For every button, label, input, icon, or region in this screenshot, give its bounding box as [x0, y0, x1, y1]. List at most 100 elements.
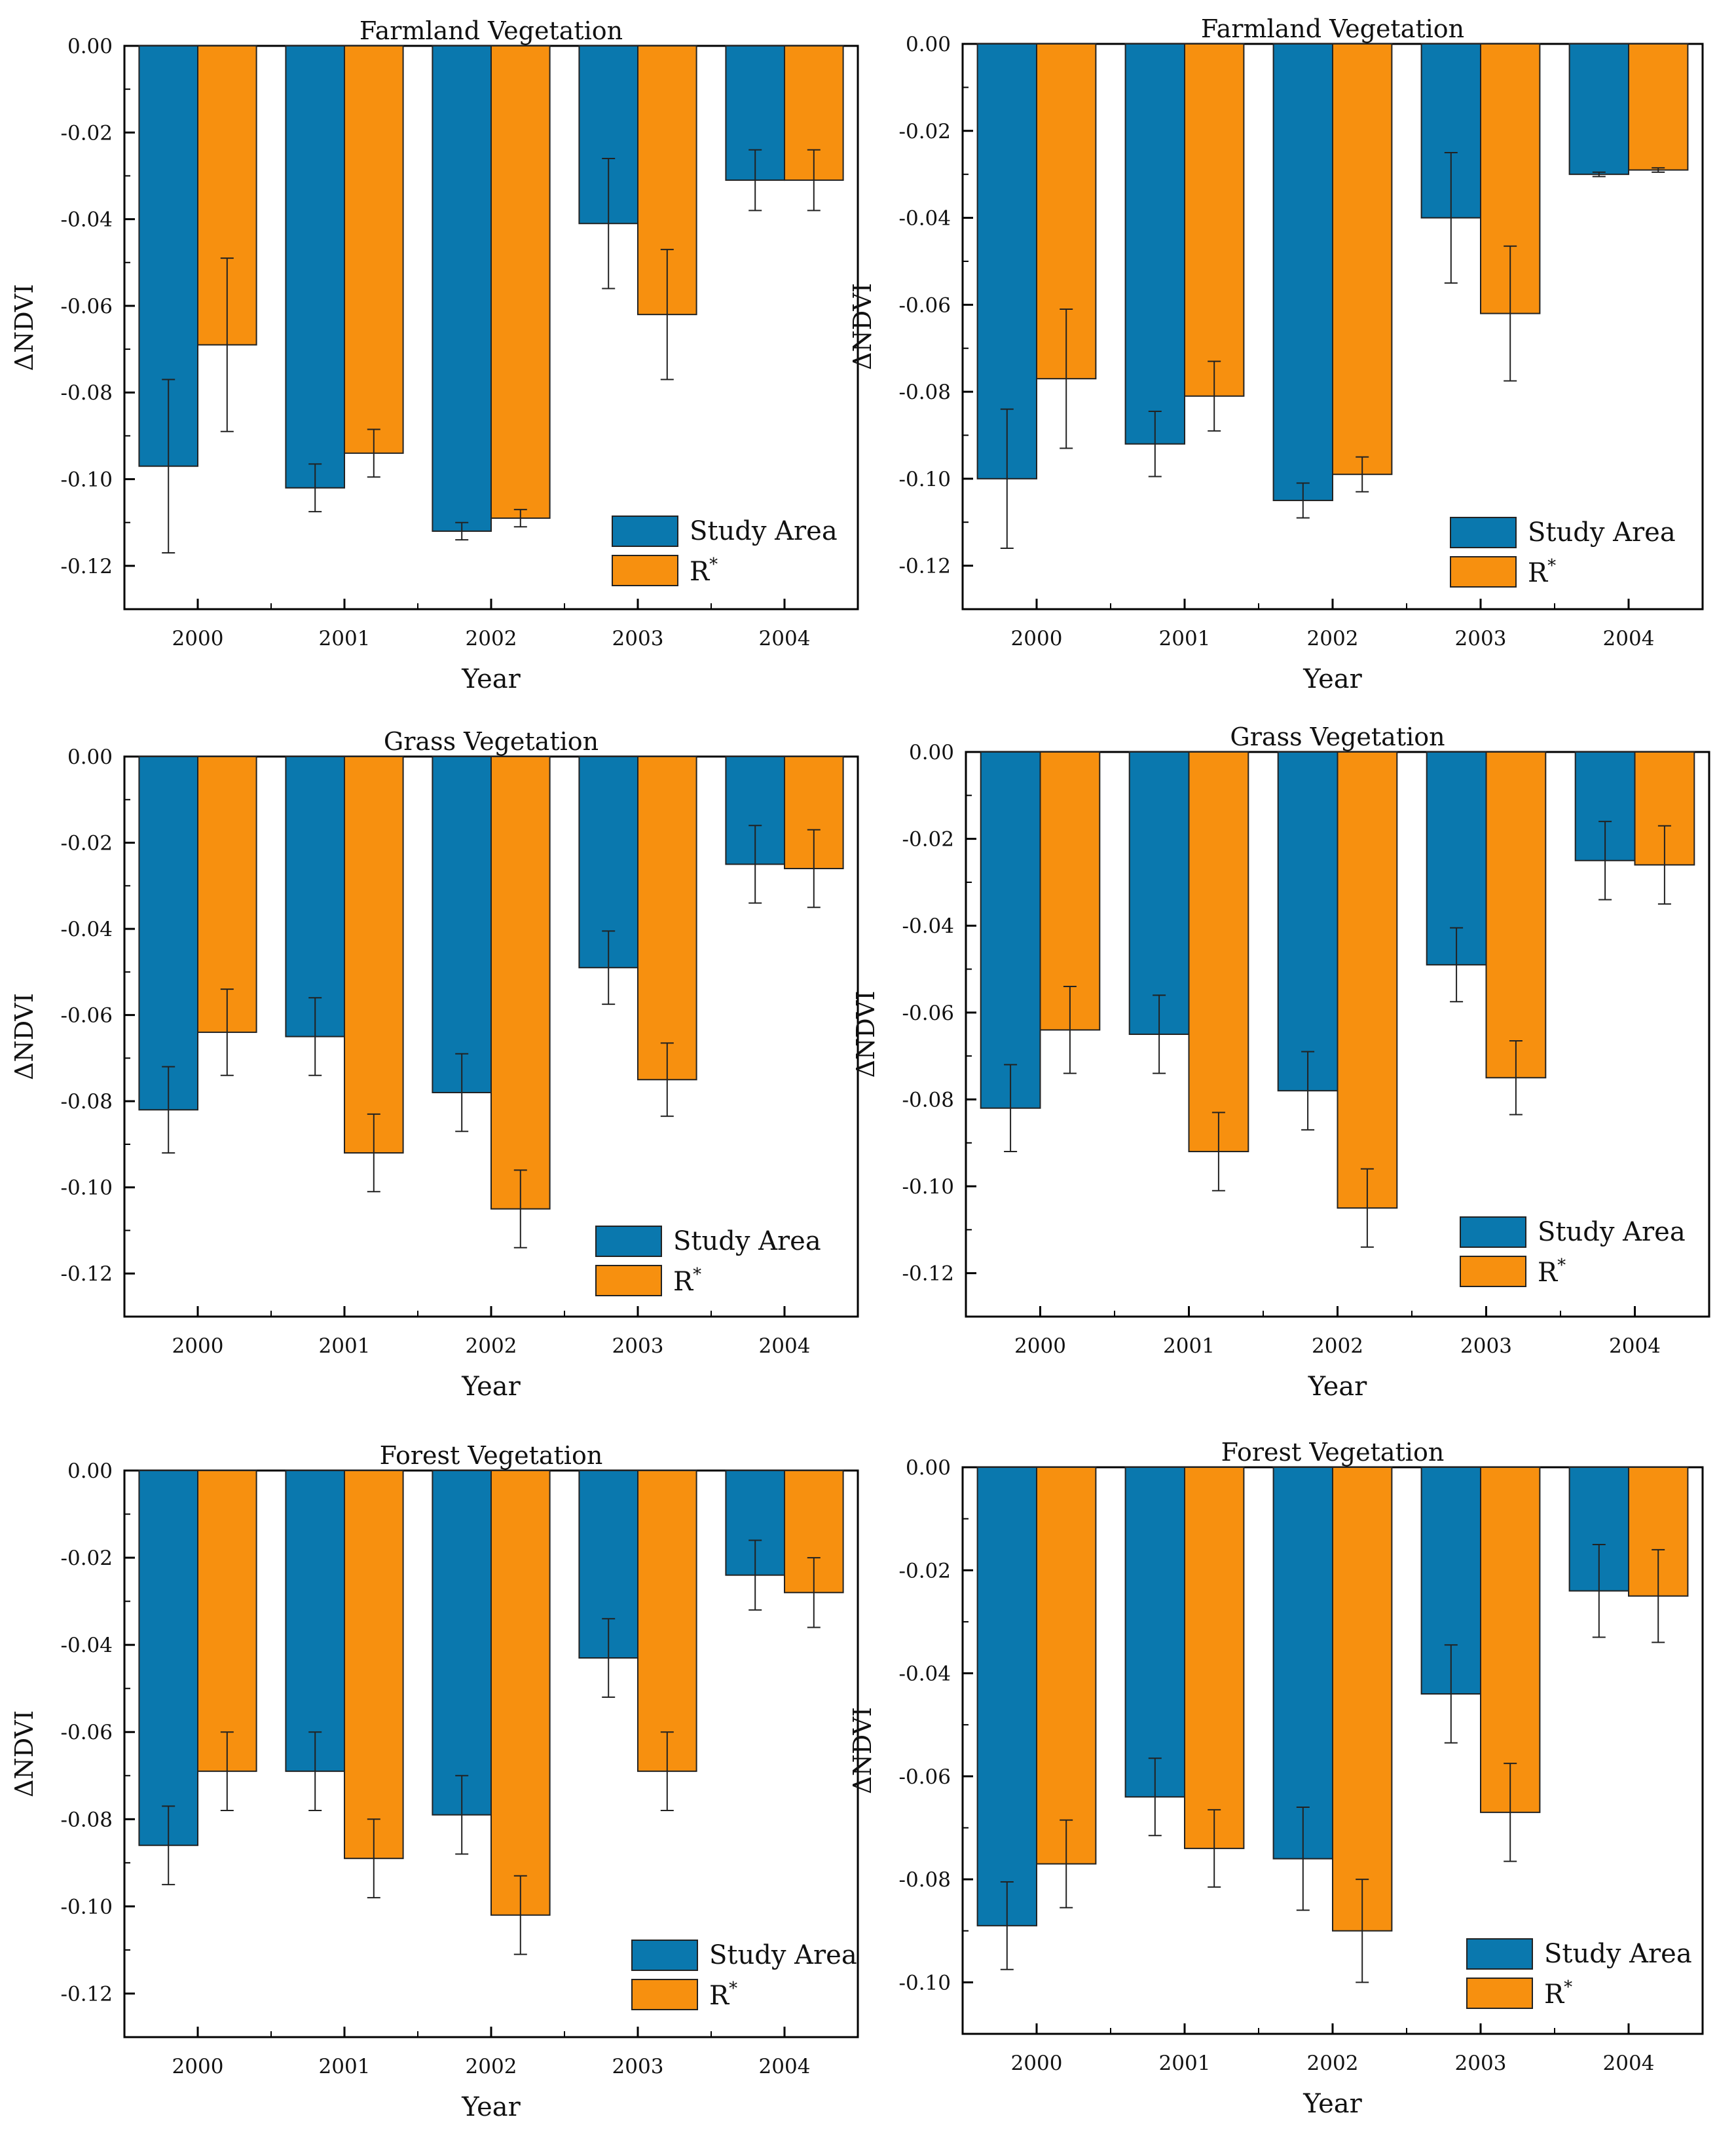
x-tick-label: 2004	[759, 1334, 811, 1358]
y-tick-label: -0.04	[61, 208, 113, 232]
legend-label-r-star-superscript: *	[709, 555, 718, 574]
x-axis-label: Year	[1308, 1372, 1367, 1402]
bar-r-star-2002	[490, 1470, 551, 1916]
bar-study-area-2001	[1128, 751, 1190, 1035]
legend-swatch-r-star	[1460, 1256, 1526, 1287]
legend-label-r-star: R*	[673, 1265, 701, 1297]
legend-label-r-star: R*	[690, 555, 718, 587]
bar-r-star-2003	[1480, 43, 1541, 314]
y-tick-label: -0.04	[899, 1662, 951, 1686]
legend-swatch-study-area	[1450, 517, 1517, 548]
y-tick-label: -0.12	[61, 1262, 113, 1286]
legend-label-study-area: Study Area	[690, 516, 838, 546]
y-tick-label: -0.02	[61, 832, 113, 855]
x-tick-label: 2004	[1603, 627, 1655, 650]
y-tick-label: -0.10	[899, 1971, 951, 1995]
legend-label-r-star-superscript: *	[693, 1265, 701, 1285]
y-axis-label: ΔNDVI	[848, 283, 877, 370]
legend-swatch-study-area	[595, 1226, 662, 1257]
bar-study-area-2002	[1272, 1467, 1333, 1860]
y-tick-label: -0.12	[902, 1262, 955, 1286]
y-axis-label: ΔNDVI	[10, 993, 39, 1080]
y-tick-label: 0.00	[67, 1459, 113, 1483]
legend-label-r-star: R*	[709, 1979, 737, 2011]
legend-swatch-r-star	[595, 1265, 662, 1296]
legend-label-study-area: Study Area	[1538, 1217, 1686, 1247]
y-tick-label: -0.12	[61, 1982, 113, 2006]
chart-panel-4: Grass Vegetation 0.00 -0.02 -0.04 -0.06 -0.08…	[851, 722, 1710, 1402]
bar-r-star-2003	[1480, 1467, 1541, 1813]
bar-study-area-2001	[1124, 1467, 1185, 1798]
bar-r-star-2003	[637, 756, 697, 1081]
bar-r-star-2002	[1337, 751, 1398, 1209]
x-tick-label: 2001	[1163, 1334, 1215, 1358]
chart-title: Grass Vegetation	[384, 727, 599, 756]
y-tick-label: -0.04	[61, 918, 113, 941]
y-axis-label: ΔNDVI	[10, 284, 39, 371]
legend-label-r-star: R*	[1528, 556, 1556, 588]
y-tick-label: -0.10	[61, 468, 113, 492]
legend-swatch-r-star	[631, 1979, 698, 2010]
bar-r-star-2002	[1332, 1467, 1393, 1932]
bar-study-area-2002	[432, 1470, 492, 1816]
chart-panel-2: Farmland Vegetation 0.00 -0.02 -0.04 -0.06 -0…	[848, 14, 1704, 694]
bar-r-star-2002	[490, 756, 551, 1210]
x-axis-label: Year	[461, 2092, 521, 2122]
bar-study-area-2004	[1568, 43, 1630, 176]
bar-r-star-2000	[197, 1470, 257, 1772]
bar-r-star-2003	[637, 1470, 697, 1772]
x-tick-label: 2002	[1307, 2052, 1359, 2075]
x-tick-label: 2000	[172, 627, 224, 650]
bar-study-area-2001	[285, 45, 345, 489]
y-tick-label: -0.02	[899, 1559, 951, 1583]
bar-study-area-2000	[976, 43, 1037, 479]
x-tick-label: 2000	[172, 2055, 224, 2078]
x-tick-label: 2003	[612, 1334, 664, 1358]
legend-label-r-star-superscript: *	[1547, 556, 1556, 576]
bar-r-star-2001	[1184, 1467, 1245, 1849]
bar-study-area-2000	[980, 751, 1041, 1109]
y-tick-label: 0.00	[906, 1456, 951, 1480]
bar-study-area-2003	[1426, 751, 1487, 966]
legend-swatch-study-area	[1460, 1216, 1526, 1248]
y-tick-label: -0.04	[902, 914, 955, 938]
bar-r-star-2000	[1039, 751, 1101, 1031]
bar-study-area-2001	[285, 1470, 345, 1772]
chart-panel-1: Farmland Vegetation 0.00 -0.02 -0.04 -0.06 -0…	[10, 16, 859, 694]
bar-r-star-2002	[490, 45, 551, 519]
legend-label-study-area: Study Area	[1544, 1939, 1692, 1969]
legend-label-study-area: Study Area	[1528, 517, 1676, 548]
y-tick-label: -0.12	[61, 555, 113, 578]
y-tick-label: -0.06	[61, 1004, 113, 1028]
y-axis-label: ΔNDVI	[10, 1710, 39, 1797]
y-tick-label: -0.06	[902, 1002, 955, 1025]
legend-swatch-study-area	[612, 516, 678, 547]
bar-r-star-2001	[344, 1470, 404, 1860]
x-tick-label: 2003	[612, 627, 664, 650]
y-tick-label: -0.08	[899, 381, 951, 404]
bar-r-star-2001	[1184, 43, 1245, 397]
bar-study-area-2002	[432, 45, 492, 532]
y-tick-label: -0.02	[61, 121, 113, 145]
chart-title: Farmland Vegetation	[1201, 14, 1464, 43]
bar-r-star-2000	[1036, 1467, 1097, 1865]
x-tick-label: 2001	[319, 627, 371, 650]
bar-study-area-2002	[432, 756, 492, 1093]
chart-panel-6: Forest Vegetation 0.00 -0.02 -0.04 -0.06 -0.0…	[848, 1438, 1704, 2119]
bar-r-star-2001	[344, 45, 404, 454]
legend-label-study-area: Study Area	[709, 1940, 857, 1970]
x-tick-label: 2002	[466, 1334, 517, 1358]
y-tick-label: -0.10	[902, 1175, 955, 1199]
legend-label-r-star-superscript: *	[729, 1979, 737, 1998]
chart-title: Forest Vegetation	[380, 1441, 603, 1470]
y-tick-label: -0.12	[899, 555, 951, 578]
y-tick-label: -0.04	[61, 1634, 113, 1657]
x-tick-label: 2000	[1011, 627, 1063, 650]
bar-r-star-2001	[344, 756, 404, 1154]
y-tick-label: -0.08	[61, 1808, 113, 1831]
y-tick-label: 0.00	[67, 35, 113, 58]
y-tick-label: -0.02	[899, 120, 951, 143]
x-tick-label: 2001	[1159, 2052, 1211, 2075]
y-tick-label: -0.02	[902, 828, 955, 852]
